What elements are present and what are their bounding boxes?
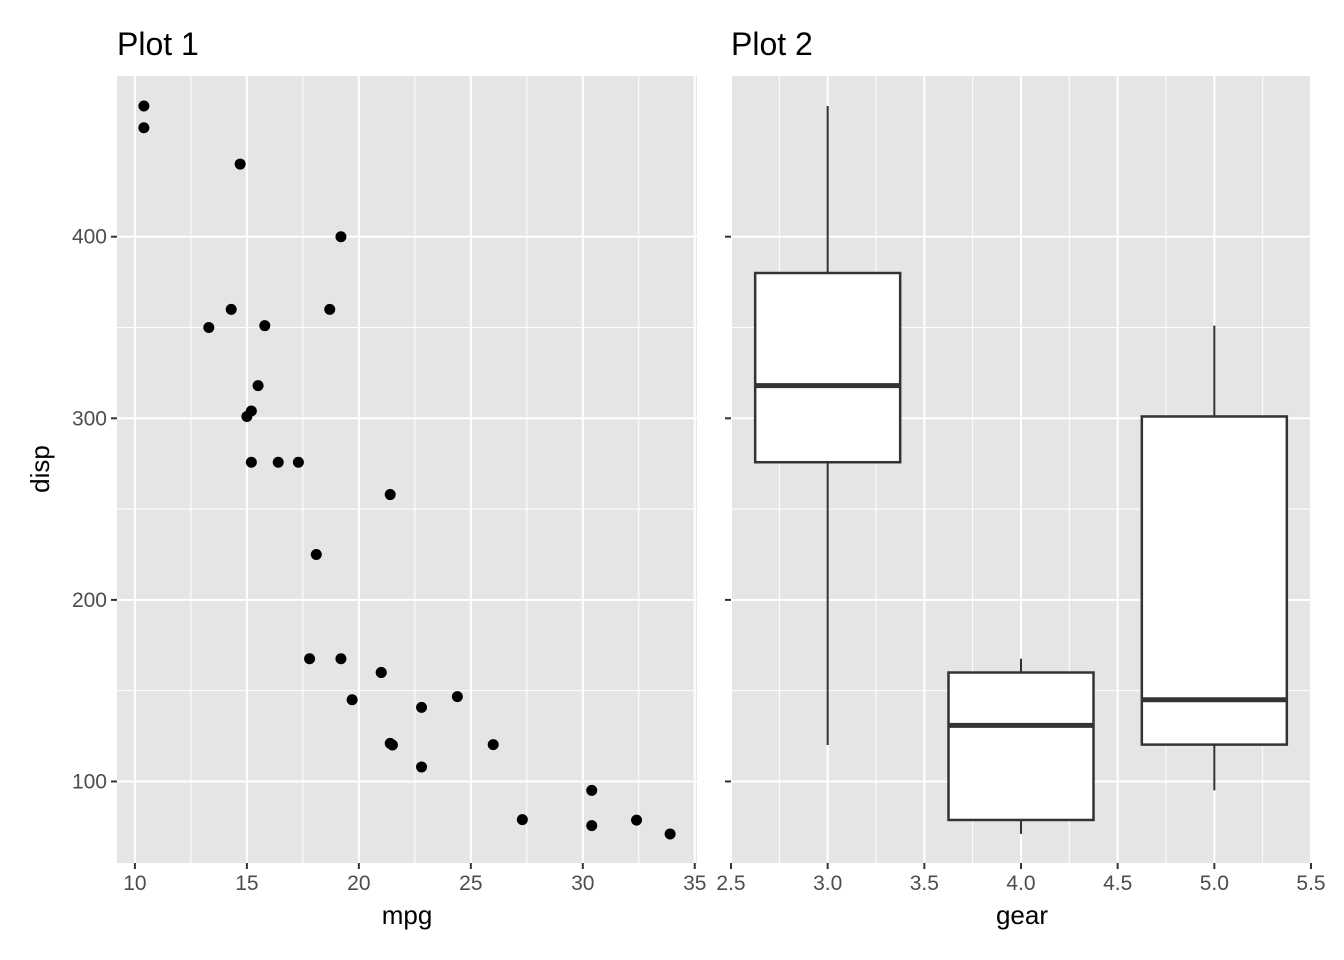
x-tick-label: 2.5: [716, 872, 745, 895]
data-point: [225, 303, 237, 315]
plot-1-x-axis-title: mpg: [382, 900, 433, 930]
data-point: [416, 701, 428, 713]
data-point: [451, 691, 463, 703]
y-tick-label: 300: [72, 407, 107, 430]
y-tick-label: 100: [72, 770, 107, 793]
y-tick-label: 400: [72, 226, 107, 249]
data-point: [586, 820, 598, 832]
data-point: [292, 456, 304, 468]
x-tick-label: 25: [459, 872, 482, 895]
x-tick-label: 10: [123, 872, 146, 895]
data-point: [138, 122, 150, 134]
x-tick-label: 35: [683, 872, 706, 895]
data-point: [664, 828, 676, 840]
data-point: [631, 814, 643, 826]
plot-1-title: Plot 1: [117, 26, 199, 62]
data-point: [203, 321, 215, 333]
data-point: [346, 694, 358, 706]
data-point: [487, 739, 499, 751]
data-point: [384, 489, 396, 501]
data-point: [324, 303, 336, 315]
data-point: [375, 667, 387, 679]
data-point: [384, 737, 396, 749]
data-point: [259, 320, 271, 332]
data-point: [234, 158, 246, 170]
data-point: [335, 653, 347, 665]
box: [947, 671, 1095, 822]
x-tick-label: 4.0: [1006, 872, 1035, 895]
plot-1-background: [117, 76, 697, 863]
x-tick-label: 5.0: [1200, 872, 1229, 895]
data-point: [252, 380, 264, 392]
x-tick-label: 4.5: [1103, 872, 1132, 895]
x-tick-label: 20: [347, 872, 370, 895]
data-point: [272, 456, 284, 468]
x-tick-label: 15: [235, 872, 258, 895]
data-point: [586, 784, 598, 796]
plot-1-panel: 10 15 20 25 30 35 100 200 300 400: [72, 76, 706, 895]
box: [753, 271, 902, 464]
x-tick-label: 5.5: [1296, 872, 1325, 895]
data-point: [241, 410, 253, 422]
data-point: [304, 653, 316, 665]
x-tick-label: 3.0: [813, 872, 842, 895]
data-point: [245, 456, 257, 468]
plot-1-y-axis-title: disp: [25, 445, 55, 493]
data-point: [516, 814, 528, 826]
data-point: [138, 100, 150, 112]
data-point: [416, 761, 428, 773]
box: [1140, 415, 1289, 746]
data-point: [310, 548, 322, 560]
y-tick-label: 200: [72, 589, 107, 612]
plot-2-title: Plot 2: [731, 26, 813, 62]
x-tick-label: 30: [571, 872, 594, 895]
x-tick-label: 3.5: [910, 872, 939, 895]
plot-2-panel: 2.5 3.0 3.5 4.0 4.5 5.0 5.5: [716, 76, 1326, 895]
data-point: [335, 231, 347, 243]
plot-2-x-axis-title: gear: [996, 900, 1048, 930]
